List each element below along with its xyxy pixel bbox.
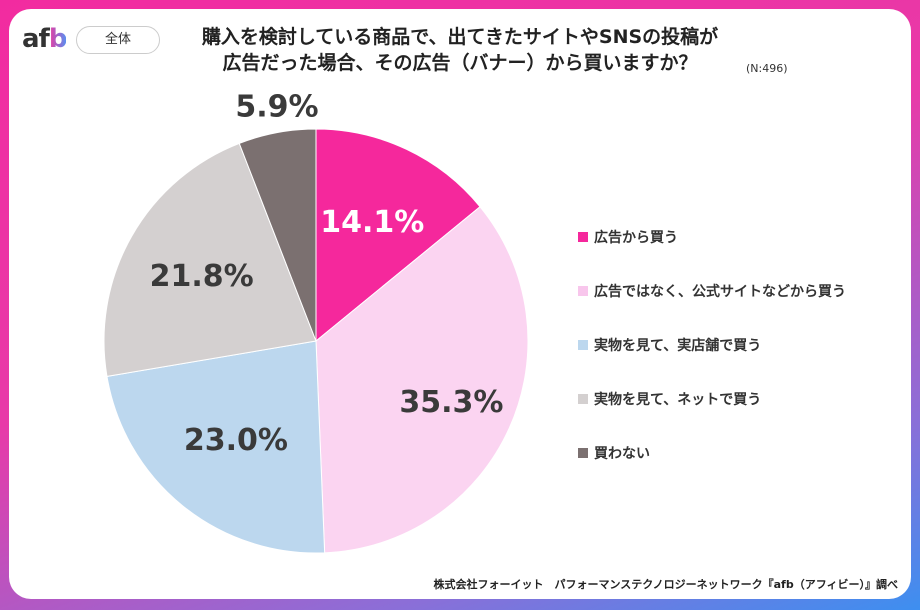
legend-swatch (578, 286, 588, 296)
legend: 広告から買う広告ではなく、公式サイトなどから買う 実物を見て、実店舗で買う 実物を見… (578, 210, 846, 480)
title-line-2: 広告だった場合、その広告（バナー）から買いますか？ (222, 52, 698, 74)
legend-label: 広告から買う (594, 230, 678, 246)
legend-item: 実物を見て、実店舗で買う (578, 318, 846, 372)
legend-swatch (578, 448, 588, 458)
data-label: 21.8% (150, 259, 254, 294)
source-note: 株式会社フォーイット パフォーマンステクノロジーネットワーク『afb（アフィビー… (433, 578, 898, 591)
legend-swatch (578, 394, 588, 404)
legend-swatch (578, 232, 588, 242)
legend-label: 広告ではなく、公式サイトなどから買う (594, 284, 846, 300)
legend-item: 買わない (578, 426, 846, 480)
legend-item: 実物を見て、ネットで買う (578, 372, 846, 426)
pie-slice (238, 128, 317, 342)
sample-size: (N:496) (746, 62, 788, 75)
pie-slice (315, 206, 529, 554)
legend-item: 広告から買う (578, 210, 846, 264)
pie-slice (103, 142, 317, 378)
pie-slice (106, 340, 326, 554)
legend-label: 実物を見て、実店舗で買う (594, 338, 762, 354)
pie-slice (315, 128, 481, 343)
legend-label: 買わない (594, 446, 650, 462)
title-line-1: 購入を検討している商品で、出てきたサイトやSNSの投稿が (201, 26, 719, 48)
data-label: 23.0% (184, 423, 288, 458)
chart-title: 購入を検討している商品で、出てきたサイトやSNSの投稿が 広告だった場合、その広告… (170, 24, 750, 76)
legend-swatch (578, 340, 588, 350)
segment-badge: 全体 (76, 26, 160, 54)
afb-logo: afb (22, 24, 67, 54)
legend-item: 広告ではなく、公式サイトなどから買う (578, 264, 846, 318)
data-label: 5.9% (235, 90, 318, 125)
legend-label: 実物を見て、ネットで買う (594, 392, 762, 408)
data-label: 14.1% (320, 205, 424, 240)
data-label: 35.3% (399, 385, 503, 420)
